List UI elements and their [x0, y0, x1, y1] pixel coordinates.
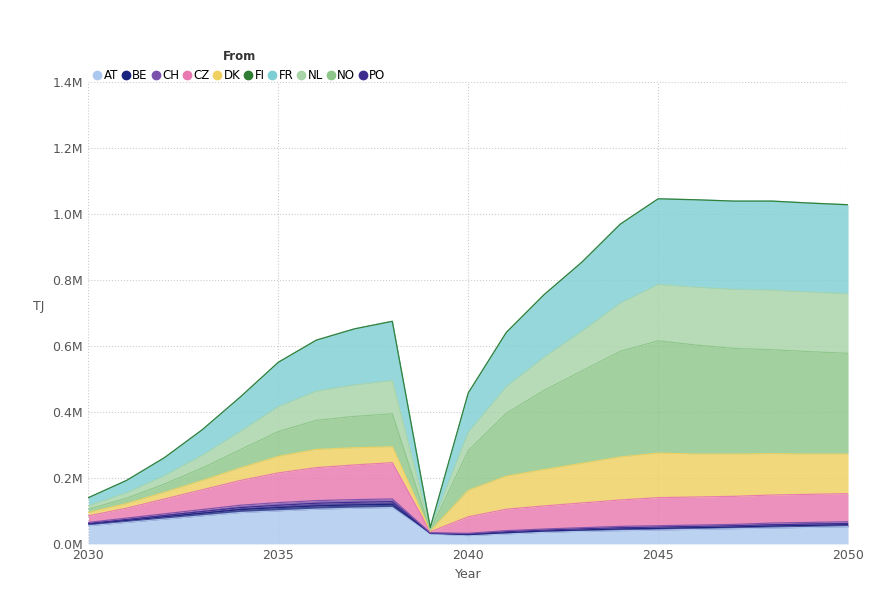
- Legend: AT, BE, CH, CZ, DK, FI, FR, NL, NO, PO: AT, BE, CH, CZ, DK, FI, FR, NL, NO, PO: [94, 51, 385, 82]
- X-axis label: Year: Year: [455, 568, 481, 581]
- Y-axis label: TJ: TJ: [32, 300, 44, 313]
